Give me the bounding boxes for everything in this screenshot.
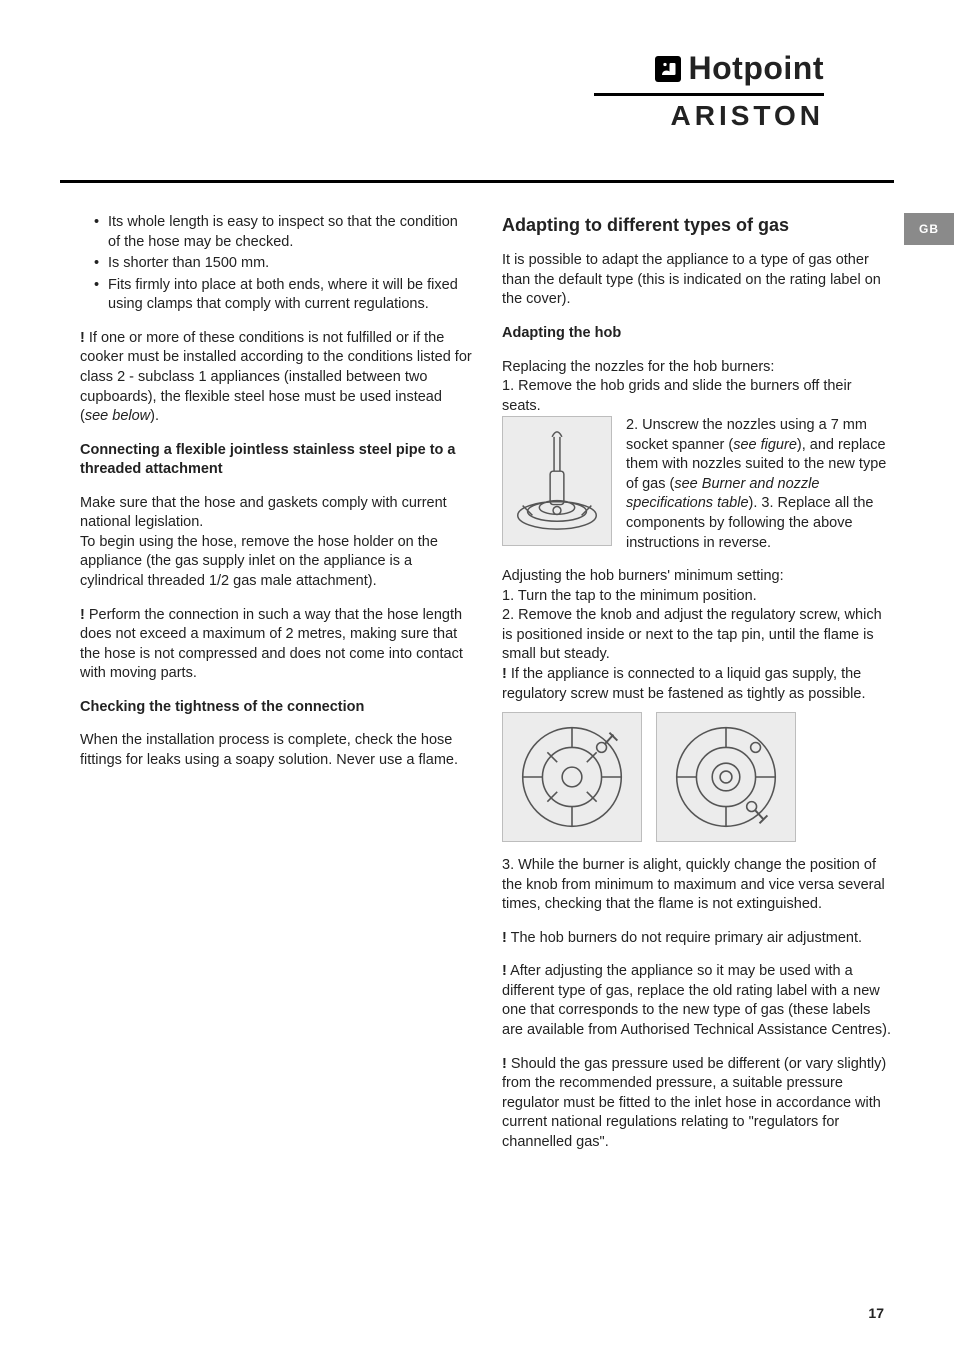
page-number: 17 [868, 1305, 884, 1321]
step-text: 1. Remove the hob grids and slide the bu… [502, 377, 894, 416]
warn-text: If the appliance is connected to a liqui… [502, 666, 865, 702]
brand-divider [594, 93, 824, 96]
subheading: Checking the tightness of the connection [80, 698, 472, 718]
page-header: Hotpoint ARISTON [60, 50, 894, 150]
body-paragraph: Replacing the nozzles for the hob burner… [502, 358, 894, 378]
brand-bottom-text: ARISTON [594, 100, 824, 132]
warn-text: Perform the connection in such a way tha… [80, 607, 463, 682]
step2-post: ). [749, 495, 758, 511]
warn-text: The hob burners do not require primary a… [507, 930, 862, 946]
brand-icon [655, 56, 681, 82]
section-heading: Adapting to different types of gas [502, 213, 894, 237]
brand-top-row: Hotpoint [594, 50, 824, 87]
brand-block: Hotpoint ARISTON [594, 50, 824, 132]
subheading: Connecting a flexible jointless stainles… [80, 441, 472, 480]
warning-paragraph: ! The hob burners do not require primary… [502, 929, 894, 949]
subheading: Adapting the hob [502, 324, 894, 344]
knob-figures-row [502, 712, 894, 842]
left-column: Its whole length is easy to inspect so t… [60, 213, 472, 1152]
body-paragraph: When the installation process is complet… [80, 731, 472, 770]
header-rule [60, 180, 894, 183]
body-paragraph: Adjusting the hob burners' minimum setti… [502, 567, 894, 587]
step-text: 1. Turn the tap to the minimum position. [502, 587, 894, 607]
warn-italic: see below [85, 408, 150, 424]
warning-paragraph: ! Should the gas pressure used be differ… [502, 1055, 894, 1153]
bullet-item: Is shorter than 1500 mm. [94, 254, 472, 274]
brand-top-text: Hotpoint [689, 50, 825, 87]
language-tab: GB [904, 213, 954, 245]
warning-paragraph: ! After adjusting the appliance so it ma… [502, 962, 894, 1040]
body-paragraph: Make sure that the hose and gaskets comp… [80, 494, 472, 533]
content-columns: GB Its whole length is easy to inspect s… [60, 213, 894, 1152]
warning-paragraph: ! If one or more of these conditions is … [80, 329, 472, 427]
nozzle-figure [502, 416, 612, 546]
step-text: 2. Remove the knob and adjust the regula… [502, 606, 894, 665]
warn-text: Should the gas pressure used be differen… [502, 1056, 886, 1150]
bullet-item: Its whole length is easy to inspect so t… [94, 213, 472, 252]
bullet-item: Fits firmly into place at both ends, whe… [94, 276, 472, 315]
warning-paragraph: ! Perform the connection in such a way t… [80, 606, 472, 684]
right-column: Adapting to different types of gas It is… [502, 213, 894, 1152]
page: Hotpoint ARISTON GB Its whole length is … [0, 0, 954, 1351]
body-paragraph: It is possible to adapt the appliance to… [502, 251, 894, 310]
bullet-list: Its whole length is easy to inspect so t… [80, 213, 472, 315]
step-text: 3. While the burner is alight, quickly c… [502, 856, 894, 915]
warning-paragraph: ! If the appliance is connected to a liq… [502, 665, 894, 704]
knob-figure-2 [656, 712, 796, 842]
step2-italic: see figure [733, 437, 797, 453]
knob-figure-1 [502, 712, 642, 842]
warn-post: ). [150, 408, 159, 424]
figure-text-wrap: 2. Unscrew the nozzles using a 7 mm sock… [502, 416, 894, 553]
body-paragraph: To begin using the hose, remove the hose… [80, 533, 472, 592]
warn-text: After adjusting the appliance so it may … [502, 963, 891, 1038]
